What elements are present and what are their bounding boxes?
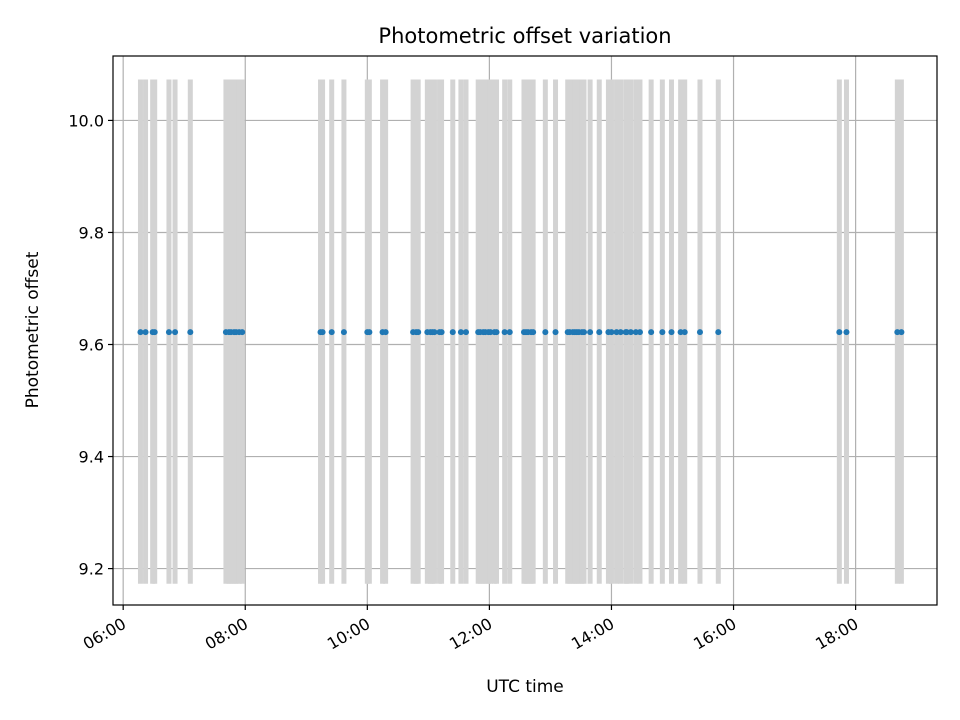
- data-point: [187, 329, 194, 336]
- data-point: [366, 329, 373, 336]
- y-tick-label: 9.4: [79, 448, 104, 467]
- data-point: [542, 329, 549, 336]
- data-point: [636, 329, 643, 336]
- data-points: [137, 329, 905, 336]
- data-point: [172, 329, 179, 336]
- data-point: [137, 329, 144, 336]
- data-point: [581, 329, 588, 336]
- data-point: [627, 329, 634, 336]
- data-point: [506, 329, 513, 336]
- data-point: [836, 329, 843, 336]
- data-point: [493, 329, 500, 336]
- data-point: [596, 329, 603, 336]
- data-point: [462, 329, 469, 336]
- data-point: [438, 329, 445, 336]
- x-tick-label: 14:00: [568, 614, 617, 654]
- chart-title: Photometric offset variation: [378, 24, 671, 48]
- data-point: [319, 329, 326, 336]
- x-tick-label: 16:00: [690, 614, 739, 654]
- error-bars: [137, 79, 904, 584]
- data-point: [328, 329, 335, 336]
- y-tick-label: 10.0: [68, 111, 104, 130]
- y-tick-label: 9.2: [79, 560, 104, 579]
- data-point: [608, 329, 615, 336]
- data-point: [142, 329, 149, 336]
- x-tick-label: 12:00: [446, 614, 495, 654]
- data-point: [898, 329, 905, 336]
- data-point: [415, 329, 422, 336]
- data-point: [659, 329, 666, 336]
- data-point: [843, 329, 850, 336]
- data-point: [587, 329, 594, 336]
- data-point: [648, 329, 655, 336]
- data-point: [151, 329, 158, 336]
- y-tick-label: 9.8: [79, 223, 104, 242]
- data-point: [715, 329, 722, 336]
- x-axis-label: UTC time: [486, 677, 564, 697]
- x-tick-label: 18:00: [812, 614, 861, 654]
- data-point: [449, 329, 456, 336]
- data-point: [382, 329, 389, 336]
- data-point: [668, 329, 675, 336]
- y-axis-label: Photometric offset: [23, 251, 43, 408]
- data-point: [681, 329, 688, 336]
- x-tick-label: 08:00: [202, 614, 251, 654]
- y-tick-label: 9.6: [79, 336, 104, 355]
- data-point: [457, 329, 464, 336]
- data-point: [239, 329, 246, 336]
- x-tick-label: 10:00: [324, 614, 373, 654]
- data-point: [431, 329, 438, 336]
- x-tick-label: 06:00: [80, 614, 129, 654]
- data-point: [552, 329, 559, 336]
- data-point: [696, 329, 703, 336]
- data-point: [530, 329, 537, 336]
- plot-frame: [112, 55, 938, 606]
- data-point: [340, 329, 347, 336]
- data-point: [165, 329, 172, 336]
- data-point: [501, 329, 508, 336]
- data-point: [617, 329, 624, 336]
